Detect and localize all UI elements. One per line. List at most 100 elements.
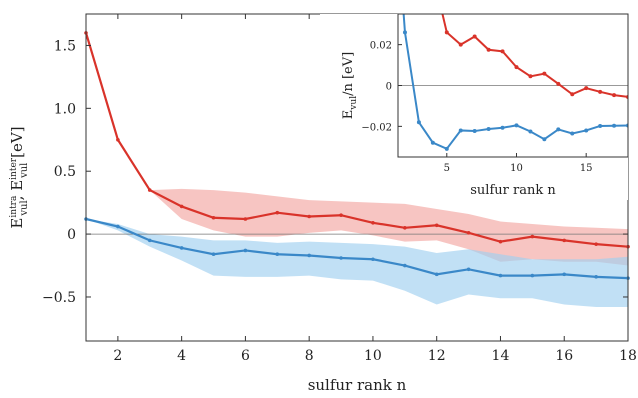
main-y-tick-label: 1.0: [54, 101, 76, 117]
inset-point-series-1: [514, 123, 519, 128]
main-point-series-1: [530, 273, 535, 278]
inset-x-axis-label: sulfur rank n: [470, 183, 556, 198]
main-point-series-1: [562, 272, 567, 277]
main-ylabel-sub2: vul: [19, 163, 30, 179]
main-y-tick-label: 0.5: [54, 164, 76, 180]
inset-point-series-0: [584, 86, 589, 91]
main-ylabel-sup1: intra: [9, 195, 19, 218]
inset-ylabel-rest: /n [eV]: [341, 52, 356, 96]
main-x-tick-label: 6: [241, 348, 250, 364]
main-point-series-1: [339, 256, 343, 260]
inset-y-tick-label: 0: [386, 82, 392, 93]
inset-chart: 5 10 15 −0.02 0 0.02 sulfur rank n Evul/n [eV…: [320, 13, 629, 200]
main-point-series-0: [307, 214, 311, 219]
main-ylabel-sup2: inter: [9, 157, 19, 180]
main-x-tick-label: 14: [492, 348, 510, 364]
main-point-series-0: [434, 223, 439, 228]
inset-point-series-0: [472, 34, 477, 39]
inset-point-series-1: [612, 123, 617, 128]
main-point-series-0: [339, 213, 343, 218]
main-point-series-0: [116, 137, 120, 142]
main-x-axis-label: sulfur rank n: [308, 376, 407, 394]
main-point-series-0: [562, 238, 567, 243]
inset-x-tick-label: 10: [510, 163, 523, 174]
main-y-tick-label: 0: [67, 227, 76, 243]
main-x-tick-label: 2: [113, 348, 122, 364]
main-ylabel-main: E: [8, 218, 26, 229]
inset-point-series-1: [458, 128, 463, 133]
inset-point-series-1: [430, 140, 435, 145]
inset-y-axis-label: Evul/n [eV]: [341, 52, 359, 119]
inset-point-series-1: [570, 131, 575, 136]
main-ylabel-unit: [eV]: [8, 126, 26, 162]
main-x-tick-label: 16: [555, 348, 573, 364]
main-y-tick-label: −0.5: [42, 290, 76, 306]
main-lines: [84, 31, 630, 280]
main-point-series-0: [147, 188, 152, 192]
main-point-series-1: [147, 238, 152, 243]
inset-ylabel-main: E: [341, 110, 356, 120]
inset-point-series-0: [612, 93, 617, 98]
main-point-series-0: [275, 210, 280, 215]
inset-point-series-0: [542, 71, 547, 76]
inset-point-series-1: [584, 128, 589, 133]
main-ylabel-sep: , E: [8, 180, 26, 201]
main-point-series-0: [243, 217, 248, 221]
inset-point-series-1: [472, 129, 477, 134]
main-ylabel-sub1: vul: [19, 200, 30, 216]
main-point-series-0: [530, 234, 535, 239]
inset-point-series-0: [570, 92, 575, 97]
inset-point-series-1: [500, 125, 505, 130]
main-point-series-1: [498, 273, 503, 278]
main-y-axis-label: Eintravul, Eintervul [eV]: [8, 126, 30, 228]
inset-point-series-0: [514, 65, 519, 70]
inset-point-series-0: [500, 49, 505, 54]
main-point-series-0: [466, 231, 471, 235]
inset-ticks: 5 10 15 −0.02 0 0.02: [361, 41, 592, 174]
main-x-tick-label: 12: [428, 348, 446, 364]
main-point-series-1: [179, 246, 184, 250]
inset-point-series-0: [556, 81, 561, 86]
main-bands: [86, 32, 628, 308]
inset-point-series-0: [528, 74, 533, 79]
main-band-series-1: [86, 219, 628, 308]
main-point-series-1: [371, 257, 375, 262]
main-line-series-0: [84, 32, 629, 248]
main-x-tick-label: 18: [619, 348, 637, 364]
main-ticks: 2 4 6 8 10 12 14 16 18 −0.5 0 0.5 1.0 1.5: [42, 14, 637, 364]
inset-point-series-0: [444, 30, 449, 35]
main-point-series-1: [307, 253, 311, 258]
main-point-series-1: [116, 224, 120, 229]
inset-ylabel-sub: vul: [349, 96, 359, 111]
inset-point-series-1: [528, 129, 533, 134]
main-point-series-0: [594, 242, 598, 246]
main-band-series-0: [86, 32, 628, 266]
main-point-series-0: [498, 239, 503, 244]
main-point-series-1: [466, 267, 471, 272]
inset-point-series-1: [598, 123, 603, 128]
main-point-series-0: [403, 226, 407, 230]
inset-point-series-1: [416, 120, 421, 125]
main-point-series-1: [243, 248, 248, 253]
main-point-series-1: [434, 272, 439, 277]
main-point-series-1: [403, 263, 407, 268]
inset-background: [320, 14, 628, 200]
main-point-series-0: [371, 220, 375, 225]
inset-point-series-1: [402, 30, 407, 35]
inset-x-tick-label: 5: [444, 163, 450, 174]
inset-point-series-1: [542, 137, 547, 142]
main-point-series-1: [211, 252, 216, 257]
main-chart: 2 4 6 8 10 12 14 16 18 −0.5 0 0.5 1.0 1.5 sulfur rank…: [8, 13, 637, 394]
main-y-tick-label: 1.5: [54, 38, 76, 54]
inset-point-series-0: [598, 89, 603, 94]
inset-y-tick-label: −0.02: [361, 122, 392, 133]
inset-point-series-1: [444, 146, 449, 151]
inset-x-tick-label: 15: [580, 163, 593, 174]
inset-point-series-0: [486, 47, 491, 52]
main-point-series-0: [179, 204, 184, 209]
main-point-series-0: [211, 215, 216, 220]
inset-lines: [402, 14, 628, 151]
main-point-series-1: [594, 275, 598, 279]
inset-y-tick-label: 0.02: [370, 41, 392, 52]
